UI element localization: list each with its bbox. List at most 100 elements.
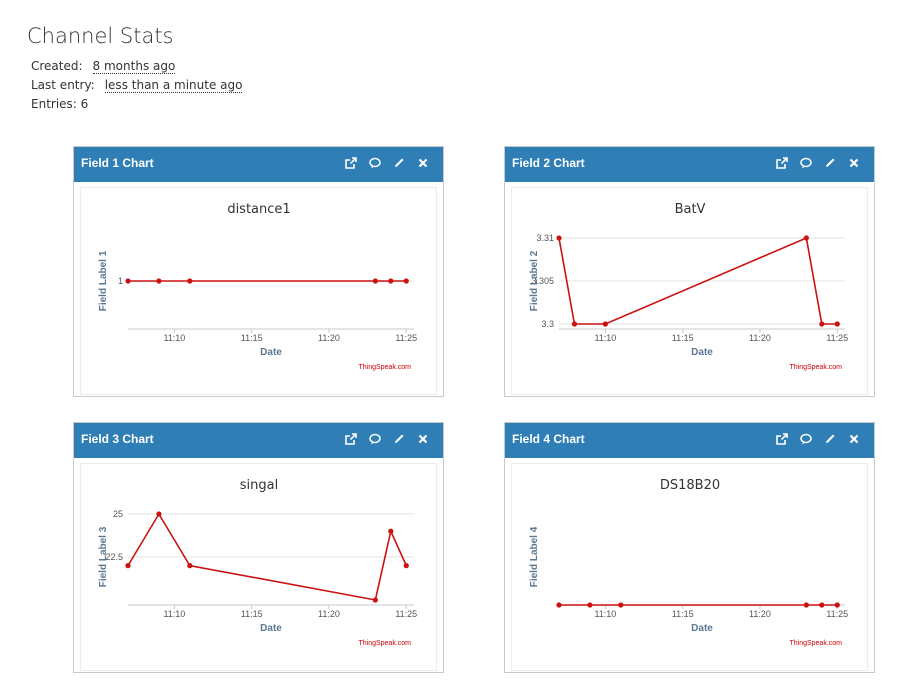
x-tick-label: 11:10 xyxy=(594,609,616,619)
close-icon[interactable] xyxy=(417,433,429,445)
y-tick-label: 3.305 xyxy=(531,276,554,286)
x-tick-label: 11:25 xyxy=(395,609,417,619)
created-label: Created: xyxy=(31,59,83,73)
chart-svg: singal 25 22.5 11:10 11:15 11:20 11:25 Date Fiel… xyxy=(98,478,417,647)
data-point[interactable] xyxy=(388,278,394,284)
x-axis-title: Date xyxy=(691,623,713,634)
panel-header: Field 2 Chart xyxy=(505,147,874,182)
data-point[interactable] xyxy=(556,602,562,608)
data-point[interactable] xyxy=(602,321,608,327)
panel-tools xyxy=(345,157,429,169)
data-point[interactable] xyxy=(156,278,162,284)
x-tick-label: 11:10 xyxy=(163,609,185,619)
data-point[interactable] xyxy=(819,602,825,608)
x-tick-label: 11:15 xyxy=(241,333,263,343)
x-tick-label: 11:25 xyxy=(395,333,417,343)
x-tick-label: 11:15 xyxy=(672,609,694,619)
y-axis-title: Field Label 4 xyxy=(529,526,540,587)
y-tick-label: 22.5 xyxy=(105,552,123,562)
data-point[interactable] xyxy=(803,602,809,608)
chart-title: DS18B20 xyxy=(660,478,720,493)
external-link-icon[interactable] xyxy=(776,157,788,169)
comment-icon[interactable] xyxy=(369,433,381,445)
thingspeak-credit-link[interactable]: ThingSpeak.com xyxy=(358,364,411,371)
pencil-icon[interactable] xyxy=(393,157,405,169)
chart-area: distance1 1 11:10 11:15 11:20 11:25 Date Field … xyxy=(80,187,437,395)
data-point[interactable] xyxy=(834,321,840,327)
pencil-icon[interactable] xyxy=(824,157,836,169)
comment-icon[interactable] xyxy=(369,157,381,169)
data-point[interactable] xyxy=(372,278,378,284)
data-point[interactable] xyxy=(403,278,409,284)
chart-panel-field-4: Field 4 Chart DS18B20 11:10 11:15 11:20 11:25… xyxy=(504,422,875,673)
created-row: Created: 8 months ago xyxy=(31,59,176,74)
y-tick-label: 3.3 xyxy=(541,319,554,329)
x-axis-title: Date xyxy=(691,347,713,358)
data-point[interactable] xyxy=(187,563,193,569)
external-link-icon[interactable] xyxy=(345,433,357,445)
data-point[interactable] xyxy=(125,563,131,569)
data-point[interactable] xyxy=(372,597,378,603)
thingspeak-credit-link[interactable]: ThingSpeak.com xyxy=(789,364,842,371)
x-tick-label: 11:10 xyxy=(163,333,185,343)
chart-svg: DS18B20 11:10 11:15 11:20 11:25 Date Field Lab… xyxy=(529,478,848,647)
series-line xyxy=(127,512,407,601)
chart-title: distance1 xyxy=(227,202,290,217)
data-point[interactable] xyxy=(403,563,409,569)
data-point[interactable] xyxy=(618,602,624,608)
comment-icon[interactable] xyxy=(800,157,812,169)
panel-tools xyxy=(345,433,429,445)
x-tick-label: 11:10 xyxy=(594,333,616,343)
external-link-icon[interactable] xyxy=(776,433,788,445)
pencil-icon[interactable] xyxy=(824,433,836,445)
y-tick-label: 25 xyxy=(113,509,123,519)
thingspeak-credit-link[interactable]: ThingSpeak.com xyxy=(789,640,842,647)
close-icon[interactable] xyxy=(848,433,860,445)
panel-tools xyxy=(776,157,860,169)
close-icon[interactable] xyxy=(848,157,860,169)
y-axis-title: Field Label 3 xyxy=(98,526,109,587)
panel-header: Field 3 Chart xyxy=(74,423,443,458)
data-point[interactable] xyxy=(803,235,809,241)
data-point[interactable] xyxy=(125,278,131,284)
x-tick-label: 11:20 xyxy=(749,333,771,343)
data-point[interactable] xyxy=(388,528,394,534)
x-tick-label: 11:25 xyxy=(826,609,848,619)
pencil-icon[interactable] xyxy=(393,433,405,445)
chart-area: singal 25 22.5 11:10 11:15 11:20 11:25 Date Fiel… xyxy=(80,463,437,671)
data-point[interactable] xyxy=(819,321,825,327)
panel-header: Field 4 Chart xyxy=(505,423,874,458)
data-point[interactable] xyxy=(156,511,162,517)
close-icon[interactable] xyxy=(417,157,429,169)
x-axis-title: Date xyxy=(260,347,282,358)
chart-svg: BatV 3.31 3.305 3.3 11:10 11:15 11:20 11:25 Date… xyxy=(529,202,848,371)
page-title: Channel Stats xyxy=(27,24,174,48)
entries-count: Entries: 6 xyxy=(31,97,89,111)
data-point[interactable] xyxy=(571,321,578,327)
x-axis-title: Date xyxy=(260,623,282,634)
last-entry-row: Last entry: less than a minute ago xyxy=(31,78,243,93)
data-point[interactable] xyxy=(587,602,593,608)
data-point[interactable] xyxy=(556,235,562,241)
thingspeak-credit-link[interactable]: ThingSpeak.com xyxy=(358,640,411,647)
panel-title: Field 3 Chart xyxy=(81,432,154,446)
x-tick-label: 11:20 xyxy=(318,333,340,343)
created-value: 8 months ago xyxy=(92,59,176,74)
comment-icon[interactable] xyxy=(800,433,812,445)
panel-tools xyxy=(776,433,860,445)
chart-panel-field-2: Field 2 Chart BatV 3.31 3.305 3.3 11:10 11:15 1… xyxy=(504,146,875,397)
data-point[interactable] xyxy=(834,602,840,608)
external-link-icon[interactable] xyxy=(345,157,357,169)
chart-svg: distance1 1 11:10 11:15 11:20 11:25 Date Field … xyxy=(98,202,417,371)
last-entry-value: less than a minute ago xyxy=(104,78,243,93)
y-axis-title: Field Label 1 xyxy=(98,250,109,311)
last-entry-label: Last entry: xyxy=(31,78,95,92)
chart-title: singal xyxy=(240,478,278,493)
x-tick-label: 11:25 xyxy=(826,333,848,343)
panel-title: Field 4 Chart xyxy=(512,432,585,446)
x-tick-label: 11:20 xyxy=(749,609,771,619)
y-tick-label: 1 xyxy=(118,276,123,286)
x-tick-label: 11:15 xyxy=(241,609,263,619)
chart-area: BatV 3.31 3.305 3.3 11:10 11:15 11:20 11:25 Date… xyxy=(511,187,868,395)
data-point[interactable] xyxy=(187,278,193,284)
